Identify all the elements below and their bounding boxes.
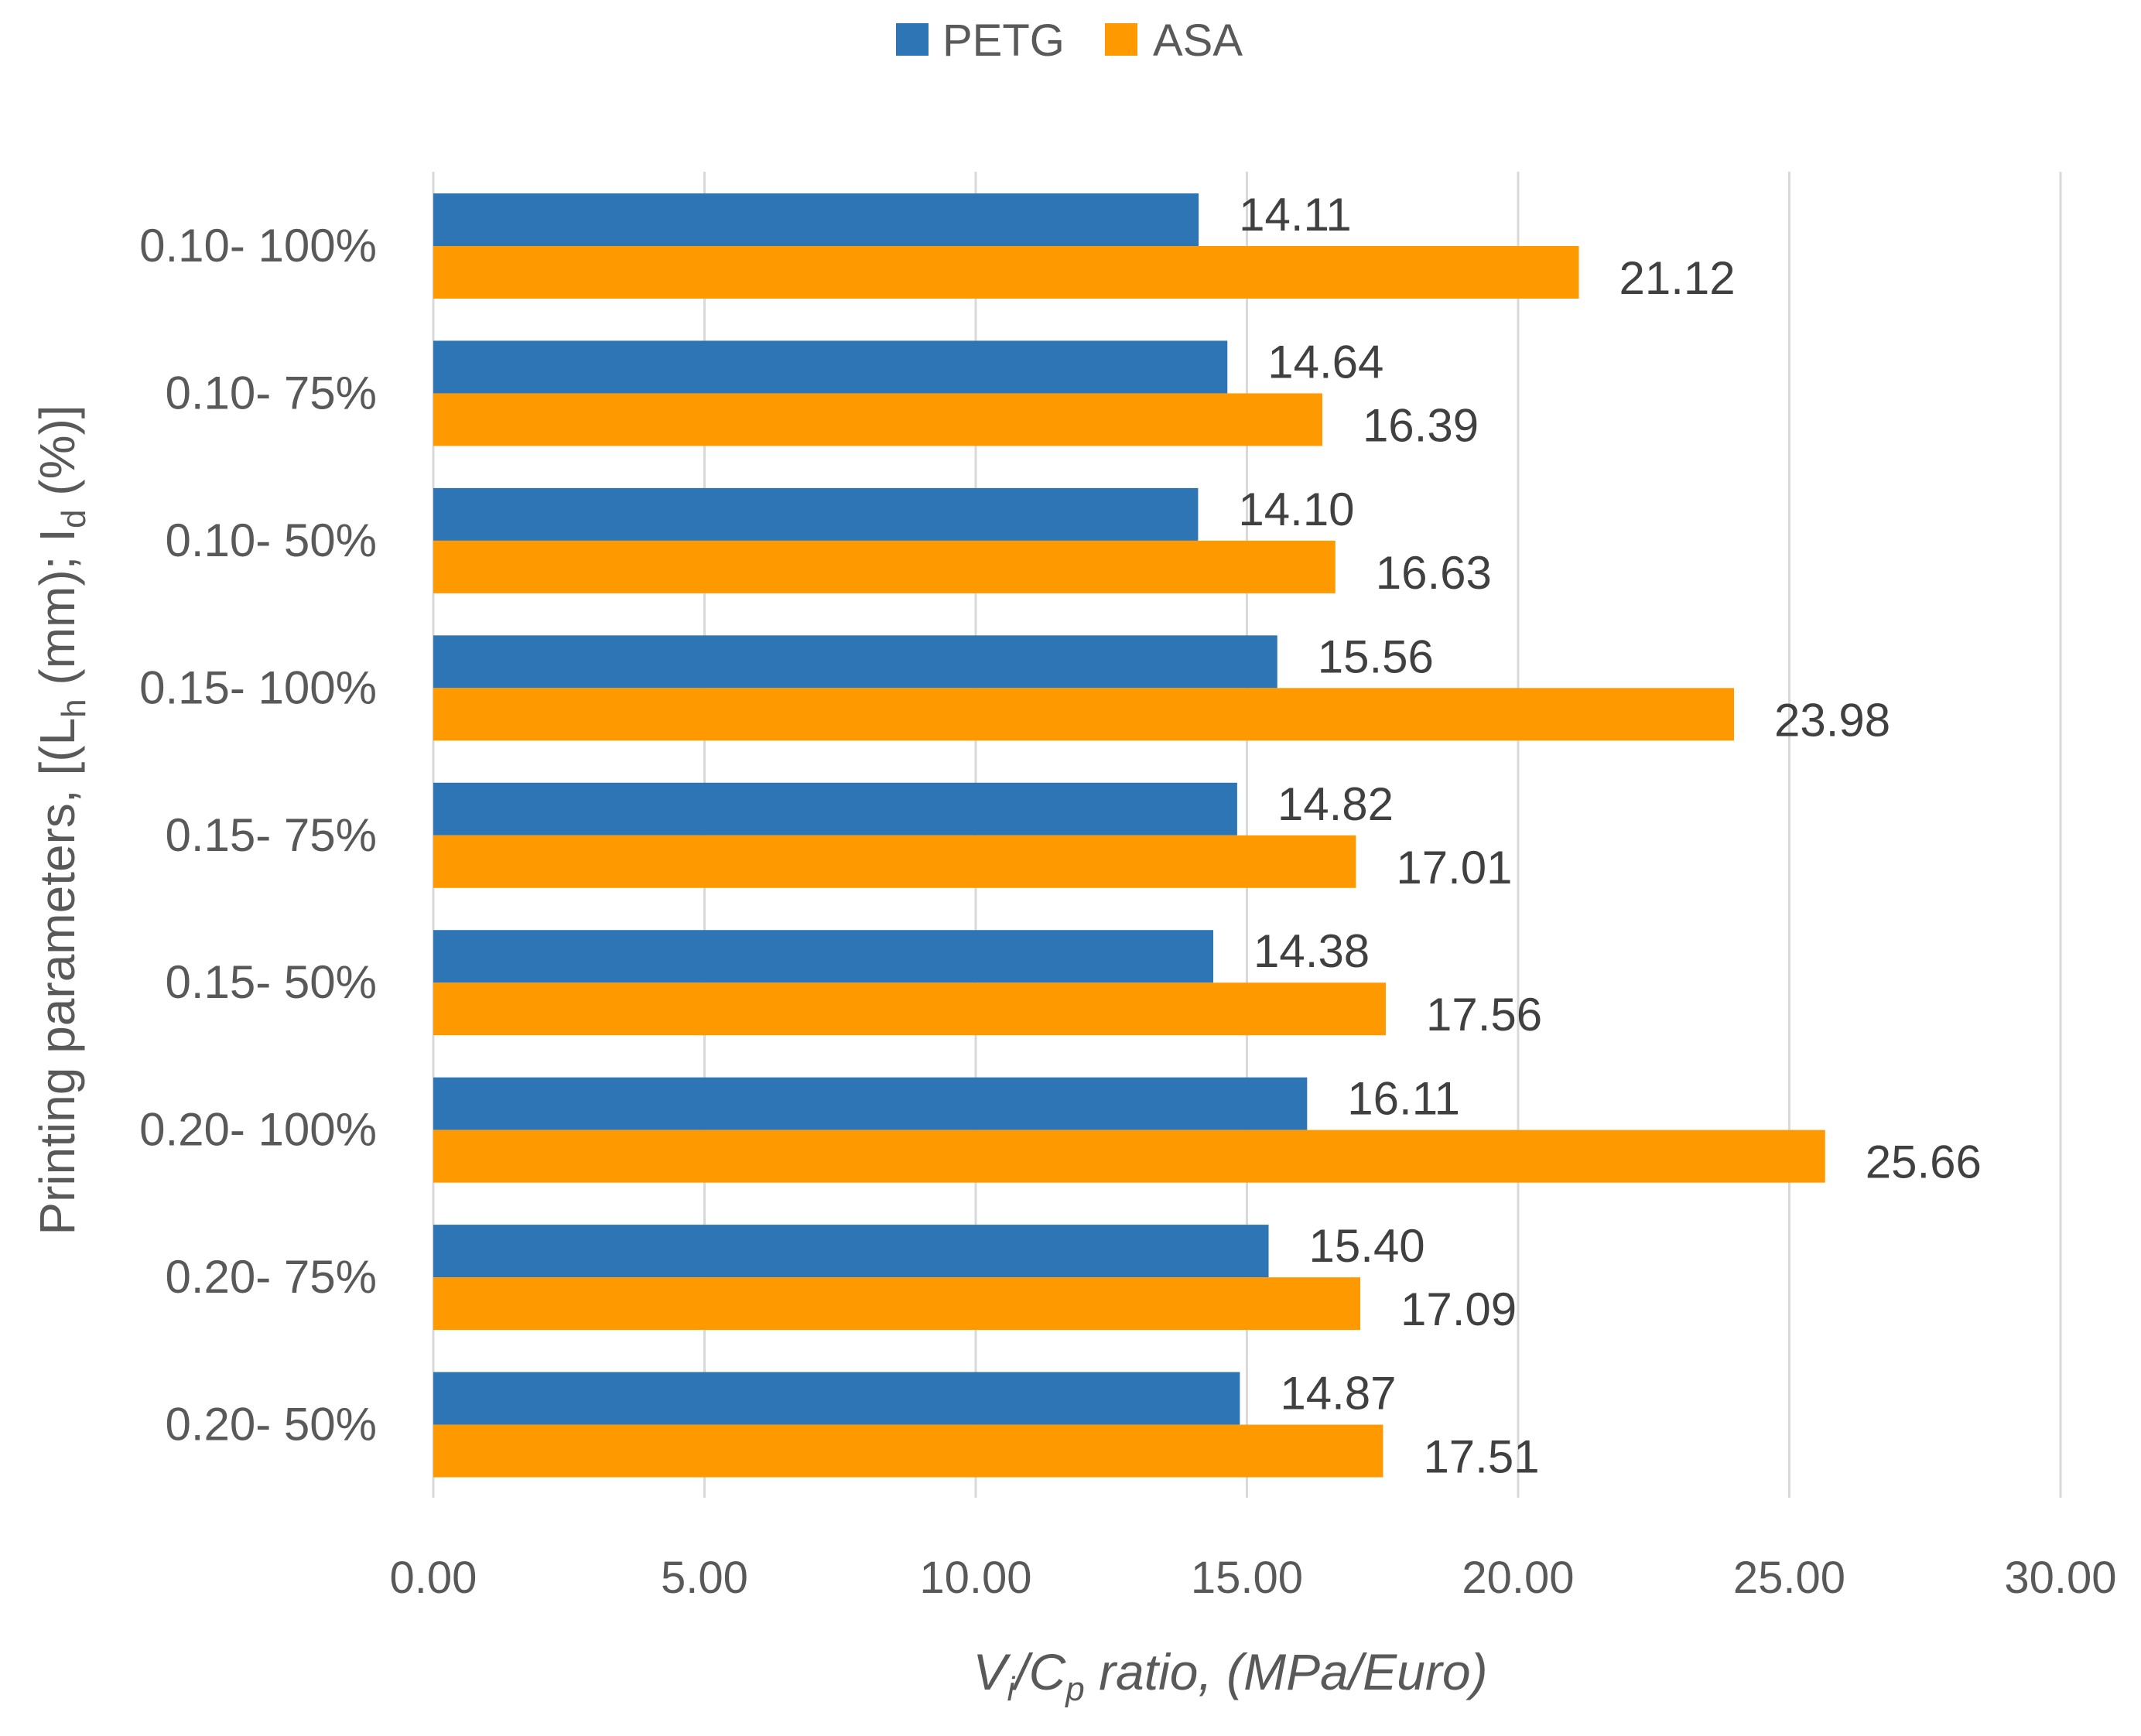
- bar-asa-4: [433, 835, 1356, 888]
- data-label-asa: 16.39: [1363, 399, 1479, 451]
- x-tick-label: 15.00: [1191, 1553, 1303, 1603]
- y-tick-label: 0.15- 75%: [165, 809, 377, 861]
- y-tick-label: 0.10- 50%: [165, 514, 377, 566]
- x-axis-title: Vi/Cp ratio, (MPa/Euro): [973, 1643, 1487, 1708]
- legend-swatch-asa: [1105, 23, 1137, 56]
- bar-petg-3: [433, 635, 1277, 689]
- bar-petg-2: [433, 487, 1199, 541]
- x-tick-label: 20.00: [1462, 1553, 1574, 1603]
- data-label-petg: 14.10: [1238, 484, 1354, 535]
- y-axis-title: Printing parameters, [(Lh (mm); Id (%)]: [29, 405, 93, 1235]
- y-tick-label: 0.15- 100%: [139, 661, 377, 713]
- y-tick-label: 0.10- 100%: [139, 220, 377, 272]
- x-tick-label: 0.00: [390, 1553, 477, 1603]
- y-tick-label: 0.20- 75%: [165, 1251, 377, 1303]
- bar-asa-5: [433, 982, 1386, 1036]
- data-label-asa: 16.63: [1376, 547, 1492, 599]
- bar-asa-1: [433, 393, 1322, 446]
- bar-petg-1: [433, 340, 1228, 394]
- data-label-asa: 23.98: [1774, 694, 1890, 746]
- bar-petg-0: [433, 193, 1199, 246]
- x-tick-label: 10.00: [919, 1553, 1031, 1603]
- x-tick-label: 25.00: [1733, 1553, 1845, 1603]
- bar-petg-6: [433, 1077, 1308, 1130]
- data-label-asa: 25.66: [1866, 1136, 1982, 1188]
- data-label-petg: 16.11: [1347, 1073, 1460, 1125]
- y-tick-label: 0.10- 75%: [165, 367, 377, 419]
- legend-label-petg: PETG: [942, 15, 1065, 66]
- data-label-asa: 17.01: [1396, 842, 1512, 894]
- y-tick-label: 0.20- 50%: [165, 1399, 377, 1451]
- y-axis-ticks: 0.10- 100% 0.10- 75% 0.10- 50% 0.15- 100% 0.…: [139, 220, 377, 1451]
- data-label-petg: 14.87: [1280, 1368, 1396, 1420]
- legend: PETG ASA: [896, 15, 1243, 66]
- x-tick-label: 5.00: [661, 1553, 748, 1603]
- legend-swatch-petg: [896, 23, 929, 56]
- bar-petg-7: [433, 1225, 1269, 1278]
- y-tick-label: 0.20- 100%: [139, 1104, 377, 1156]
- data-label-petg: 14.64: [1267, 336, 1383, 388]
- data-label-asa: 17.51: [1423, 1431, 1539, 1483]
- data-label-petg: 14.11: [1239, 189, 1352, 241]
- y-tick-label: 0.15- 50%: [165, 956, 377, 1008]
- legend-label-asa: ASA: [1153, 15, 1243, 66]
- x-tick-label: 30.00: [2004, 1553, 2116, 1603]
- bar-asa-7: [433, 1277, 1361, 1331]
- data-label-asa: 21.12: [1619, 252, 1736, 304]
- data-label-asa: 17.09: [1401, 1283, 1517, 1335]
- data-label-asa: 17.56: [1426, 989, 1542, 1041]
- bar-asa-0: [433, 246, 1579, 299]
- bar-petg-8: [433, 1372, 1240, 1425]
- bar-petg-5: [433, 930, 1214, 983]
- bar-asa-3: [433, 688, 1734, 741]
- data-label-petg: 14.38: [1253, 925, 1370, 977]
- bar-asa-2: [433, 540, 1336, 593]
- data-label-petg: 15.56: [1318, 630, 1434, 682]
- bar-asa-8: [433, 1424, 1383, 1478]
- data-label-petg: 15.40: [1309, 1220, 1425, 1272]
- data-label-petg: 14.82: [1277, 778, 1394, 830]
- x-axis-ticks: 0.00 5.00 10.00 15.00 20.00 25.00 30.00: [390, 1553, 2117, 1603]
- bar-petg-4: [433, 782, 1237, 836]
- bar-asa-6: [433, 1129, 1825, 1183]
- bars: [433, 193, 1825, 1478]
